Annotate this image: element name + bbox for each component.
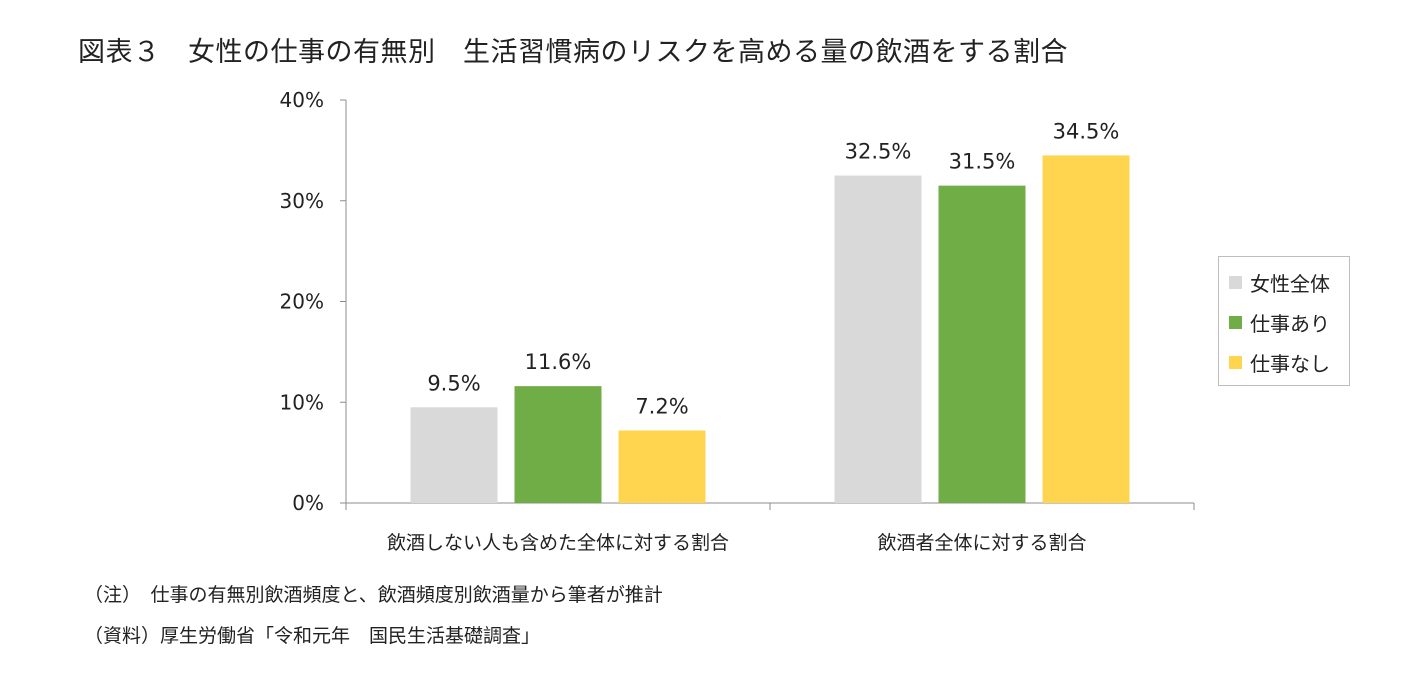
legend-swatch-working [1229, 315, 1242, 329]
legend-swatch-not-working [1229, 355, 1242, 369]
chart-note: （注） 仕事の有無別飲酒頻度と、飲酒頻度別飲酒量から筆者が推計 [84, 584, 663, 606]
legend-item-working: 仕事あり [1229, 309, 1330, 336]
x-category-label: 飲酒者全体に対する割合 [877, 532, 1086, 554]
data-label: 11.6% [525, 350, 592, 374]
legend-label-working: 仕事あり [1250, 311, 1330, 336]
legend-label-not-working: 仕事なし [1250, 351, 1330, 376]
bar [834, 175, 922, 503]
data-label: 7.2% [635, 394, 688, 418]
bar [1042, 155, 1130, 503]
x-category-label: 飲酒しない人も含めた全体に対する割合 [387, 532, 729, 554]
y-tick-label: 0% [292, 491, 324, 515]
legend-item-all-women: 女性全体 [1229, 269, 1330, 296]
legend-swatch-all-women [1229, 275, 1242, 289]
chart-source: （資料）厚生労働省「令和元年 国民生活基礎調査」 [84, 625, 541, 647]
y-tick-label: 30% [280, 189, 324, 213]
y-tick-label: 20% [280, 290, 324, 314]
y-tick-label: 10% [280, 390, 324, 414]
chart-title: 図表３ 女性の仕事の有無別 生活習慣病のリスクを高める量の飲酒をする割合 [78, 37, 1068, 68]
legend-label-all-women: 女性全体 [1250, 271, 1330, 296]
chart-legend: 女性全体 仕事あり 仕事なし [1218, 256, 1350, 386]
data-label: 9.5% [427, 371, 480, 395]
bar [938, 185, 1026, 503]
y-tick-label: 40% [280, 88, 324, 112]
data-label: 31.5% [949, 150, 1016, 174]
legend-item-not-working: 仕事なし [1229, 349, 1330, 376]
bar [514, 386, 602, 503]
bar [410, 407, 498, 503]
data-label: 34.5% [1053, 119, 1120, 143]
data-label: 32.5% [845, 140, 912, 164]
bar [618, 430, 706, 503]
